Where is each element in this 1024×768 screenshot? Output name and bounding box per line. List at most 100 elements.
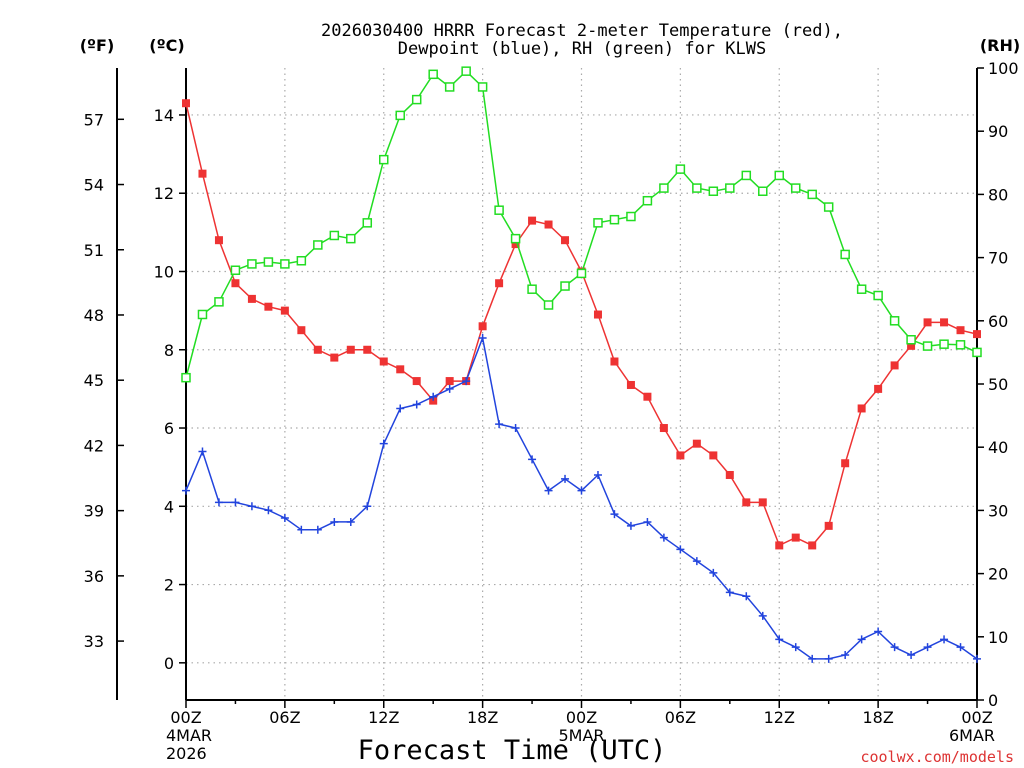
dewpoint-point: [495, 420, 504, 429]
dewpoint-point: [462, 377, 471, 386]
dewpoint-point: [923, 643, 932, 652]
rh-point: [313, 240, 323, 250]
dewpoint-point: [593, 470, 602, 479]
rh-point: [296, 256, 307, 266]
rh-point: [840, 249, 850, 260]
rh-point: [741, 170, 752, 181]
temperature-point: [874, 384, 883, 393]
rh-point: [247, 259, 257, 269]
dewpoint-point: [478, 334, 487, 343]
dewpoint-point: [363, 502, 372, 511]
temperature-point: [857, 404, 866, 413]
fahrenheit-tick-label: 45: [84, 371, 104, 390]
celsius-tick-label: 8: [164, 341, 174, 360]
rh-point: [329, 230, 340, 241]
temperature-point: [330, 353, 339, 362]
temperature-point: [412, 377, 421, 386]
fahrenheit-tick-label: 57: [84, 110, 104, 129]
temperature-point: [775, 541, 784, 550]
dewpoint-point: [214, 498, 223, 507]
temperature-point: [280, 306, 289, 315]
dewpoint-point: [742, 592, 751, 601]
dewpoint-point: [412, 400, 421, 409]
dewpoint-point: [940, 635, 949, 644]
rh-point: [692, 183, 702, 193]
rh-tick-label: 30: [988, 501, 1008, 520]
x-tick-label: 06Z: [665, 708, 696, 727]
x-tick-label: 12Z: [764, 708, 795, 727]
rh-series: [181, 66, 982, 383]
temperature-point: [890, 361, 899, 370]
temperature-point: [610, 357, 619, 366]
temperature-point: [363, 345, 372, 354]
dewpoint-point: [182, 486, 190, 495]
dewpoint-point: [396, 404, 405, 413]
dewpoint-point: [231, 498, 240, 507]
rh-tick-label: 60: [988, 312, 1008, 331]
dewpoint-point: [758, 611, 767, 620]
dewpoint-point: [445, 384, 454, 393]
chart-title: 2026030400 HRRR Forecast 2-meter Tempera…: [321, 21, 843, 41]
temperature-point: [313, 345, 322, 354]
dewpoint-point: [709, 568, 718, 577]
dewpoint-point: [643, 517, 652, 526]
dewpoint-point: [857, 635, 866, 644]
x-tick-label: 18Z: [467, 708, 498, 727]
x-tick-year-label: 2026: [166, 744, 207, 763]
rh-point: [873, 290, 883, 301]
temperature-point: [379, 357, 388, 366]
rh-point: [675, 164, 686, 174]
rh-point: [807, 189, 817, 200]
credit-label: coolwx.com/models: [860, 748, 1014, 766]
rh-point: [263, 257, 274, 267]
rh-point: [774, 170, 784, 181]
rh-point: [527, 284, 537, 294]
chart-subtitle: Dewpoint (blue), RH (green) for KLWS: [398, 39, 766, 59]
temperature-point: [709, 451, 718, 460]
dewpoint-point: [890, 643, 899, 652]
dewpoint-point: [907, 650, 916, 659]
dewpoint-point: [511, 424, 520, 433]
dewpoint-point: [577, 486, 586, 495]
rh-point: [659, 183, 669, 193]
temperature-point: [445, 377, 454, 386]
temperature-line: [185, 103, 978, 547]
fahrenheit-tick-label: 42: [84, 436, 104, 455]
dewpoint-point: [330, 517, 339, 526]
celsius-tick-label: 14: [154, 106, 174, 125]
dewpoint-point: [610, 510, 619, 519]
rh-point: [543, 300, 554, 310]
temperature-point: [626, 380, 635, 389]
dewpoint-point: [528, 455, 537, 464]
fahrenheit-tick-label: 33: [84, 632, 104, 651]
rh-tick-label: 70: [988, 249, 1008, 268]
dewpoint-point: [775, 635, 784, 644]
rh-point: [494, 205, 504, 215]
rh-point: [889, 316, 900, 326]
series: [181, 66, 982, 663]
dewpoint-point: [346, 517, 355, 526]
rh-point: [642, 195, 653, 206]
temperature-point: [264, 302, 273, 311]
dewpoint-point: [824, 654, 833, 663]
celsius-tick-label: 4: [164, 497, 174, 516]
dewpoint-point: [247, 502, 256, 511]
dewpoint-point: [692, 557, 701, 566]
temperature-point: [231, 279, 240, 288]
temperature-point: [808, 541, 817, 550]
x-tick-label: 12Z: [368, 708, 399, 727]
rh-tick-label: 90: [988, 122, 1008, 141]
temperature-point: [659, 424, 668, 433]
temperature-point: [528, 216, 537, 225]
celsius-unit-label: (ºC): [149, 36, 184, 55]
rh-point: [708, 186, 719, 196]
dewpoint-point: [429, 392, 438, 401]
dewpoint-point: [676, 545, 685, 554]
celsius-tick-label: 10: [154, 262, 174, 281]
rh-tick-label: 10: [988, 628, 1008, 647]
dewpoint-point: [313, 525, 322, 534]
rh-point: [395, 110, 405, 121]
temperature-point: [923, 318, 932, 327]
dewpoint-point: [198, 447, 207, 456]
